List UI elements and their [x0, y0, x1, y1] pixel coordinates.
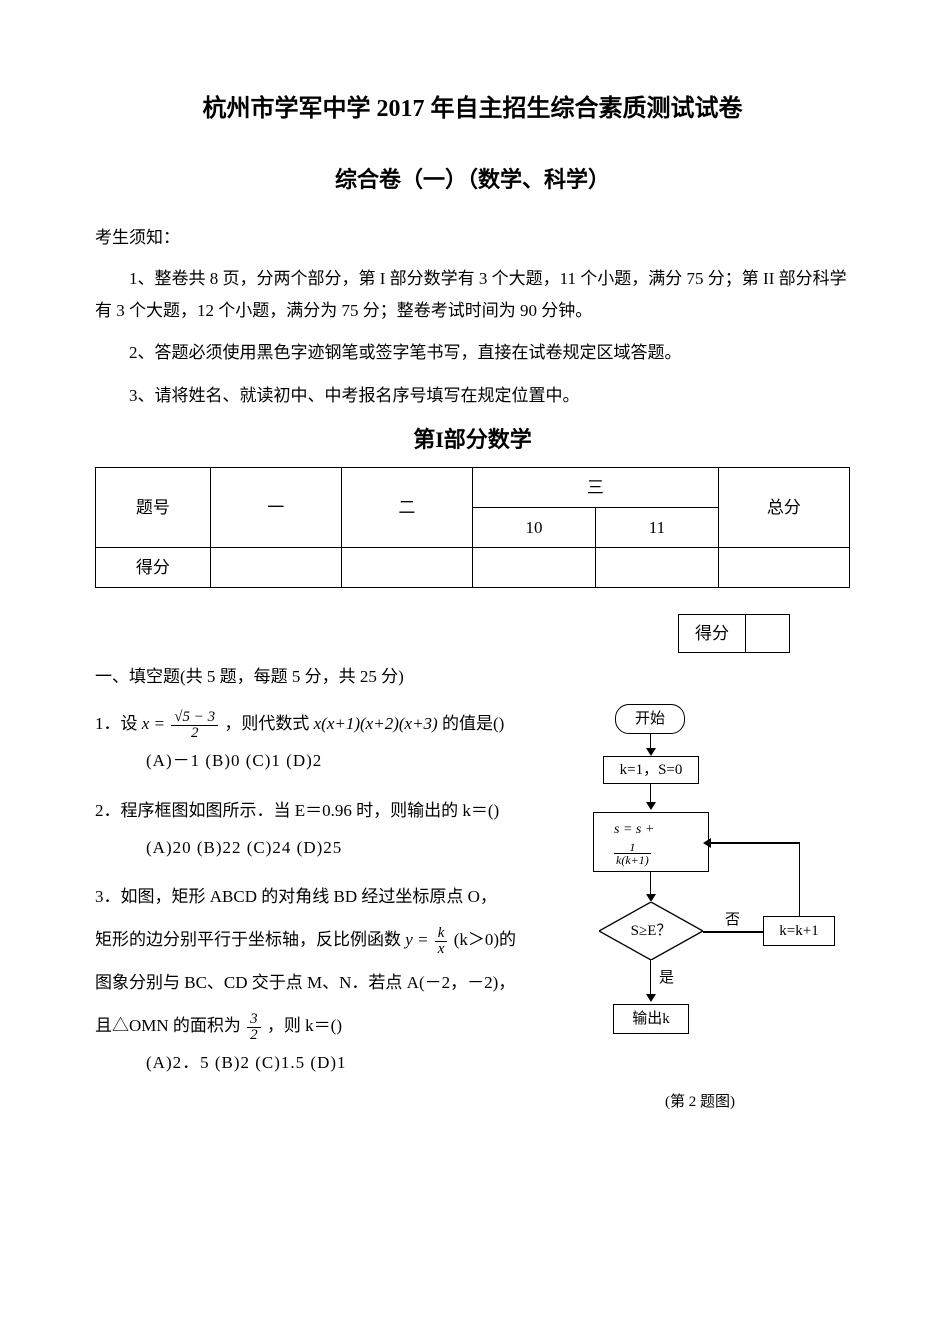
q1-expr: x(x+1)(x+2)(x+3): [314, 714, 438, 733]
score-sub-10: 10: [472, 508, 595, 548]
score-table: 题号 一 二 三 总分 10 11 得分: [95, 467, 850, 588]
fc-label-yes: 是: [659, 966, 674, 990]
notice-line-3: 3、请将姓名、就读初中、中考报名序号填写在规定位置中。: [95, 380, 850, 412]
q2-options: (A)20 (B)22 (C)24 (D)25: [95, 834, 538, 861]
fc-node-output: 输出k: [613, 1004, 689, 1034]
figure-column: 开始 k=1，S=0 s = s + 1 k(k+1): [550, 704, 850, 1114]
fc-edge: [709, 842, 800, 843]
question-2: 2．程序框图如图所示．当 E＝0.96 时，则输出的 k＝(): [95, 791, 538, 830]
page-subtitle: 综合卷（一）（数学、科学）: [95, 162, 850, 197]
q1-mid: ，则代数式: [224, 714, 313, 733]
q3-l2a: 矩形的边分别平行于坐标轴，反比例函数: [95, 930, 405, 949]
questions-column: 1．设 x = √5 − 3 2 ，则代数式 x(x+1)(x+2)(x+3) …: [95, 704, 538, 1092]
figure-caption: (第 2 题图): [665, 1090, 735, 1114]
score-th-total: 总分: [718, 468, 849, 548]
fc-arrow-icon: [646, 748, 656, 756]
q3-frac2-den: 2: [247, 1028, 261, 1043]
question-3-line3: 图象分别与 BC、CD 交于点 M、N．若点 A(－2，－2)，: [95, 963, 538, 1002]
fc-edge: [650, 960, 651, 996]
q1-prefix: 1．设: [95, 714, 142, 733]
notice-heading: 考生须知：: [95, 224, 850, 251]
score-sub-11: 11: [595, 508, 718, 548]
fc-node-inc: k=k+1: [763, 916, 835, 946]
score-cell: [595, 548, 718, 588]
notice-line-2: 2、答题必须使用黑色字迹钢笔或签字笔书写，直接在试卷规定区域答题。: [95, 337, 850, 369]
score-row-label: 得分: [96, 548, 211, 588]
fc-arrow-icon: [646, 802, 656, 810]
page-title: 杭州市学军中学 2017 年自主招生综合素质测试试卷: [95, 90, 850, 128]
fc-node-proc: s = s + 1 k(k+1): [593, 812, 709, 872]
score-cell: [472, 548, 595, 588]
score-cell: [718, 548, 849, 588]
score-th-3: 三: [472, 468, 718, 508]
flowchart-q2: 开始 k=1，S=0 s = s + 1 k(k+1): [555, 704, 845, 1084]
fc-edge: [650, 784, 651, 804]
q1-frac-num: √5 − 3: [171, 710, 218, 726]
fc-decision-label: S≥E？: [599, 902, 703, 960]
score-th-number: 题号: [96, 468, 211, 548]
fc-arrow-icon: [703, 838, 711, 848]
q3-frac2-num: 3: [247, 1012, 261, 1028]
fc-node-decision: S≥E？: [599, 902, 703, 960]
score-th-2: 二: [341, 468, 472, 548]
part-heading: 第I部分数学: [95, 422, 850, 457]
fc-edge: [799, 842, 800, 916]
question-3-line4: 且△OMN 的面积为 3 2 ，则 k＝(): [95, 1006, 538, 1045]
mini-score-box: 得分: [678, 614, 790, 653]
mini-score-label: 得分: [679, 615, 746, 653]
q3-frac1-den: x: [435, 942, 448, 957]
score-cell: [210, 548, 341, 588]
fc-proc-prefix: s = s +: [614, 822, 654, 837]
fc-node-init: k=1，S=0: [603, 756, 699, 784]
q3-options: (A)2．5 (B)2 (C)1.5 (D)1: [95, 1049, 538, 1076]
q3-frac1-num: k: [435, 926, 448, 942]
section-1-heading: 一、填空题(共 5 题，每题 5 分，共 25 分): [95, 663, 850, 690]
mini-score-cell: [746, 615, 790, 653]
q1-suffix: 的值是(): [442, 714, 504, 733]
fc-arrow-icon: [646, 894, 656, 902]
fc-proc-den: k(k+1): [614, 854, 651, 866]
fc-node-start: 开始: [615, 704, 685, 734]
q3-l4b: ，则 k＝(): [267, 1016, 342, 1035]
question-3-line2: 矩形的边分别平行于坐标轴，反比例函数 y = k x (k＞0)的: [95, 920, 538, 959]
q3-l2b: (k＞0)的: [454, 930, 516, 949]
fc-label-no: 否: [725, 908, 740, 932]
fc-edge: [650, 872, 651, 896]
q1-frac-den: 2: [171, 726, 218, 741]
question-3-line1: 3．如图，矩形 ABCD 的对角线 BD 经过坐标原点 O，: [95, 877, 538, 916]
question-1: 1．设 x = √5 − 3 2 ，则代数式 x(x+1)(x+2)(x+3) …: [95, 704, 538, 743]
score-cell: [341, 548, 472, 588]
fc-arrow-icon: [646, 994, 656, 1002]
notice-line-1: 1、整卷共 8 页，分两个部分，第 I 部分数学有 3 个大题，11 个小题，满…: [95, 263, 850, 328]
q1-options: (A)－1 (B)0 (C)1 (D)2: [95, 747, 538, 774]
score-th-1: 一: [210, 468, 341, 548]
q3-l4a: 且△OMN 的面积为: [95, 1016, 245, 1035]
